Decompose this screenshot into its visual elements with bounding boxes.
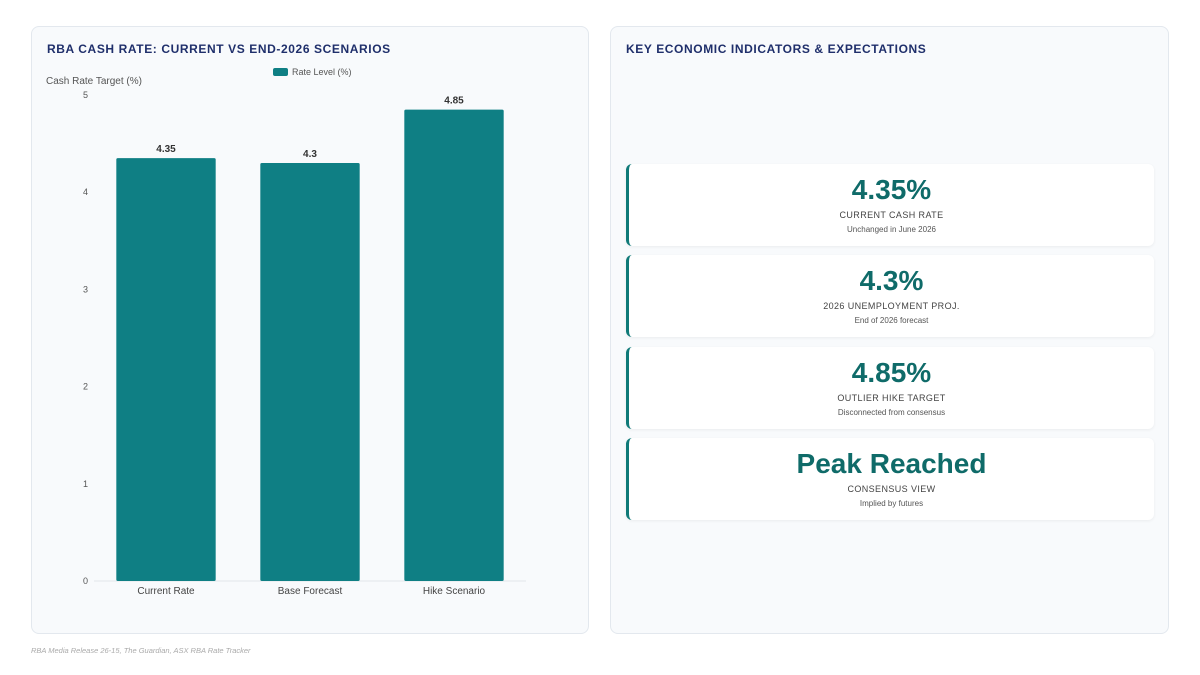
kpi-label: CONSENSUS VIEW [847,484,936,494]
chart-title: RBA CASH RATE: CURRENT VS END-2026 SCENA… [47,42,391,56]
kpi-label: CURRENT CASH RATE [839,210,944,220]
kpi-subtext: End of 2026 forecast [854,316,929,325]
y-axis-title: Cash Rate Target (%) [46,76,142,87]
indicators-panel: KEY ECONOMIC INDICATORS & EXPECTATIONS 4… [610,26,1169,634]
kpi-card-cash-rate: 4.35% CURRENT CASH RATE Unchanged in Jun… [626,164,1154,246]
bar-chart: Cash Rate Target (%) Rate Level (%) 0 1 2 3 4 5… [46,67,526,597]
data-label: 4.85 [444,96,464,107]
x-tick-label: Hike Scenario [423,586,486,597]
bar [404,109,504,581]
data-label: 4.3 [303,149,317,160]
kpi-card-consensus: Peak Reached CONSENSUS VIEW Implied by f… [626,438,1154,520]
bar [260,163,360,582]
kpi-subtext: Implied by futures [859,499,924,508]
kpi-label: 2026 UNEMPLOYMENT PROJ. [823,301,960,311]
x-tick-label: Current Rate [137,586,195,597]
kpi-value: 4.3% [859,265,924,296]
y-tick-label: 5 [83,90,88,100]
kpi-card-hike-target: 4.85% OUTLIER HIKE TARGET Disconnected f… [626,347,1154,429]
kpi-value: Peak Reached [796,448,987,479]
kpi-subtext: Disconnected from consensus [837,408,946,417]
x-tick-label: Base Forecast [278,586,343,597]
bar [116,158,216,581]
y-tick-label: 4 [83,187,88,197]
kpi-subtext: Unchanged in June 2026 [847,225,936,234]
kpi-value: 4.85% [851,357,932,388]
kpi-card-unemployment: 4.3% 2026 UNEMPLOYMENT PROJ. End of 2026… [626,255,1154,337]
kpi-label: OUTLIER HIKE TARGET [837,393,946,403]
y-tick-label: 3 [83,284,88,294]
legend-swatch [273,68,288,76]
y-tick-label: 0 [83,576,88,586]
source-note: RBA Media Release 26-15, The Guardian, A… [31,646,251,655]
data-label: 4.35 [156,144,176,155]
indicators-title: KEY ECONOMIC INDICATORS & EXPECTATIONS [626,42,927,56]
kpi-value: 4.35% [851,174,932,205]
y-tick-label: 1 [83,479,88,489]
y-tick-label: 2 [83,382,88,392]
chart-panel: RBA CASH RATE: CURRENT VS END-2026 SCENA… [31,26,589,634]
legend-label: Rate Level (%) [292,67,352,77]
